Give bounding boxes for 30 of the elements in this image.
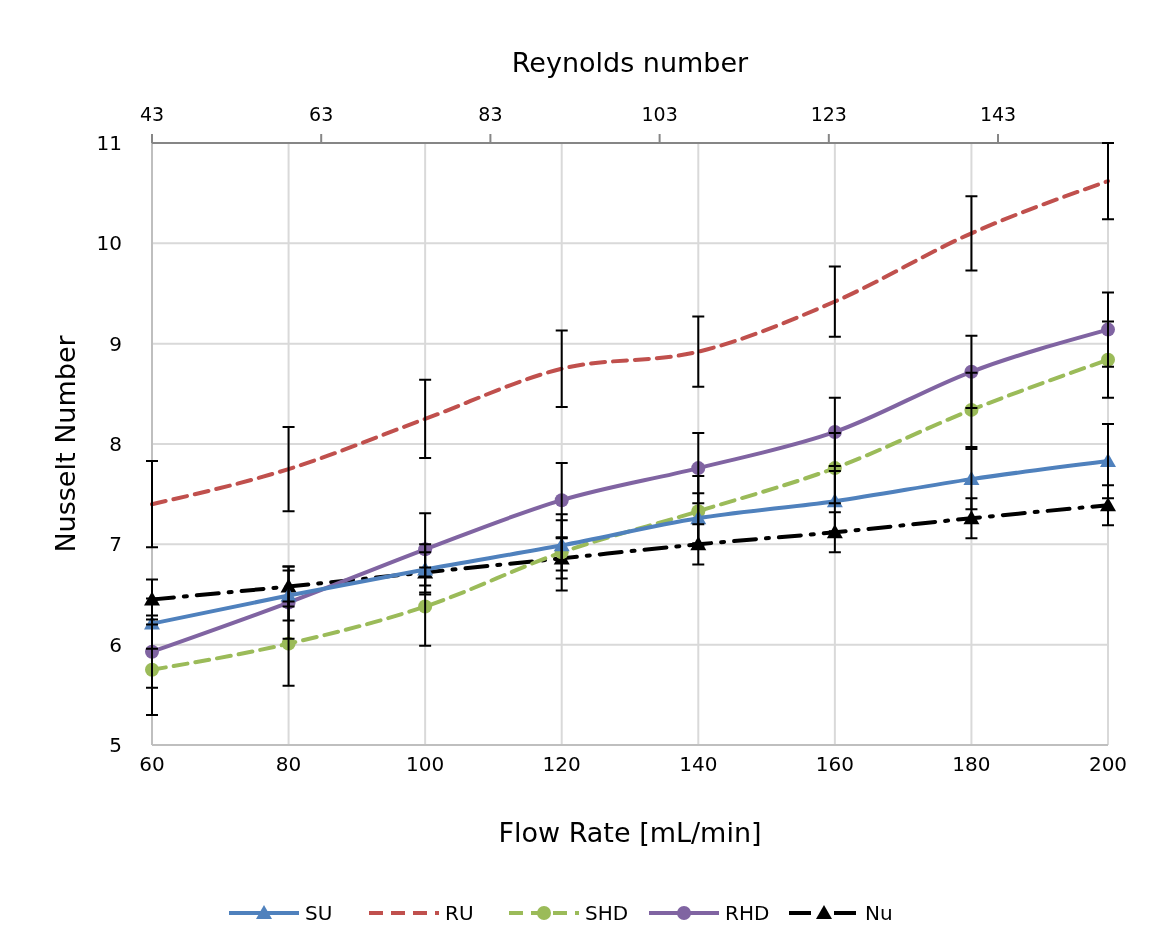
y-axis-title: Nusselt Number [50,334,81,553]
y-tick-label: 7 [109,532,122,557]
x-tick-label: 180 [952,752,991,776]
y-tick-label: 5 [109,733,122,757]
y-tick-label: 8 [109,432,122,456]
legend-label: SHD [585,901,629,925]
y-tick-label: 6 [109,632,122,657]
x-tick-label: 140 [679,752,718,776]
legend-label: RU [445,901,474,925]
x2-tick-label: 43 [139,103,165,125]
x2-axis-title: Reynolds number [511,47,750,78]
legend-label: SU [305,901,333,925]
x-tick-label: 100 [406,752,445,776]
legend-label: Nu [865,901,893,925]
x-tick-label: 60 [139,752,165,776]
y-tick-label: 10 [96,231,122,256]
x-tick-label: 120 [542,752,581,776]
x2-tick-label: 63 [309,103,334,125]
y-tick-label: 11 [96,131,122,155]
x2-tick-label: 83 [478,103,503,125]
x-tick-label: 200 [1088,752,1128,776]
y-tick-label: 9 [109,331,122,356]
x-tick-label: 160 [815,752,854,776]
line-series [150,179,1110,507]
x-tick-label: 80 [275,752,302,776]
x2-tick-label: 123 [810,103,847,125]
legend-label: RHD [725,901,770,925]
x2-tick-label: 103 [641,103,678,125]
x-axis-title: Flow Rate [mL/min] [498,817,762,848]
x2-tick-label: 143 [979,103,1017,125]
